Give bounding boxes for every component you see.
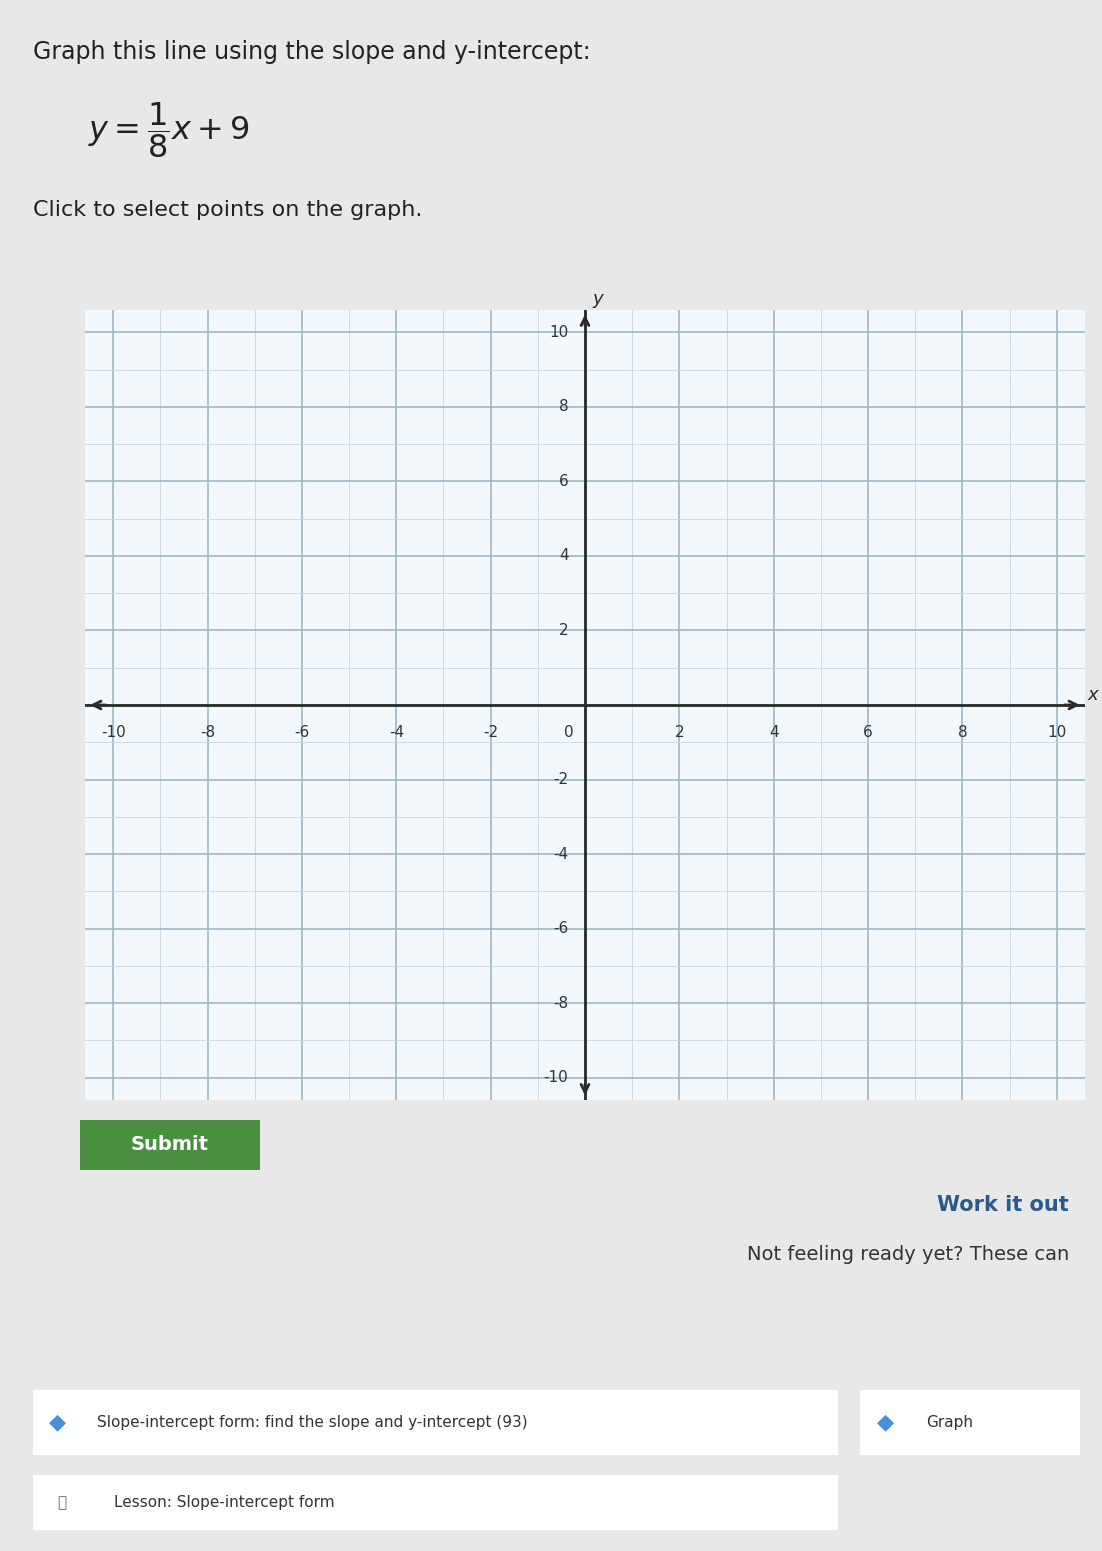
Text: 4: 4	[559, 549, 569, 563]
Text: 10: 10	[549, 324, 569, 340]
Text: 2: 2	[559, 624, 569, 637]
Text: 8: 8	[958, 726, 968, 740]
Text: 6: 6	[559, 475, 569, 489]
Text: -6: -6	[553, 921, 569, 937]
Text: $y = \dfrac{1}{8}x + 9$: $y = \dfrac{1}{8}x + 9$	[88, 99, 250, 160]
Text: Graph: Graph	[926, 1415, 973, 1430]
Text: ◆: ◆	[50, 1413, 66, 1433]
Text: 🖼: 🖼	[57, 1495, 66, 1511]
Text: 8: 8	[559, 400, 569, 414]
Text: -4: -4	[553, 847, 569, 861]
Text: Slope-intercept form: find the slope and y-intercept (93): Slope-intercept form: find the slope and…	[97, 1415, 528, 1430]
Text: -8: -8	[553, 996, 569, 1011]
Text: y: y	[593, 290, 604, 309]
Text: Graph this line using the slope and y-intercept:: Graph this line using the slope and y-in…	[33, 40, 591, 64]
Text: -8: -8	[201, 726, 215, 740]
Text: ◆: ◆	[877, 1413, 895, 1433]
Text: 6: 6	[863, 726, 873, 740]
Text: -10: -10	[543, 1070, 569, 1086]
Text: -2: -2	[483, 726, 498, 740]
Text: Work it out: Work it out	[937, 1194, 1069, 1214]
Text: -2: -2	[553, 772, 569, 786]
Text: Click to select points on the graph.: Click to select points on the graph.	[33, 200, 422, 220]
Text: -10: -10	[101, 726, 126, 740]
Text: Not feeling ready yet? These can: Not feeling ready yet? These can	[747, 1245, 1069, 1264]
Text: Submit: Submit	[131, 1135, 209, 1154]
Text: -4: -4	[389, 726, 404, 740]
Text: x: x	[1088, 686, 1098, 704]
Text: -6: -6	[294, 726, 310, 740]
Text: 4: 4	[769, 726, 778, 740]
Text: Lesson: Slope-intercept form: Lesson: Slope-intercept form	[114, 1495, 334, 1511]
Text: 0: 0	[564, 726, 573, 740]
Text: 2: 2	[674, 726, 684, 740]
Text: 10: 10	[1047, 726, 1067, 740]
